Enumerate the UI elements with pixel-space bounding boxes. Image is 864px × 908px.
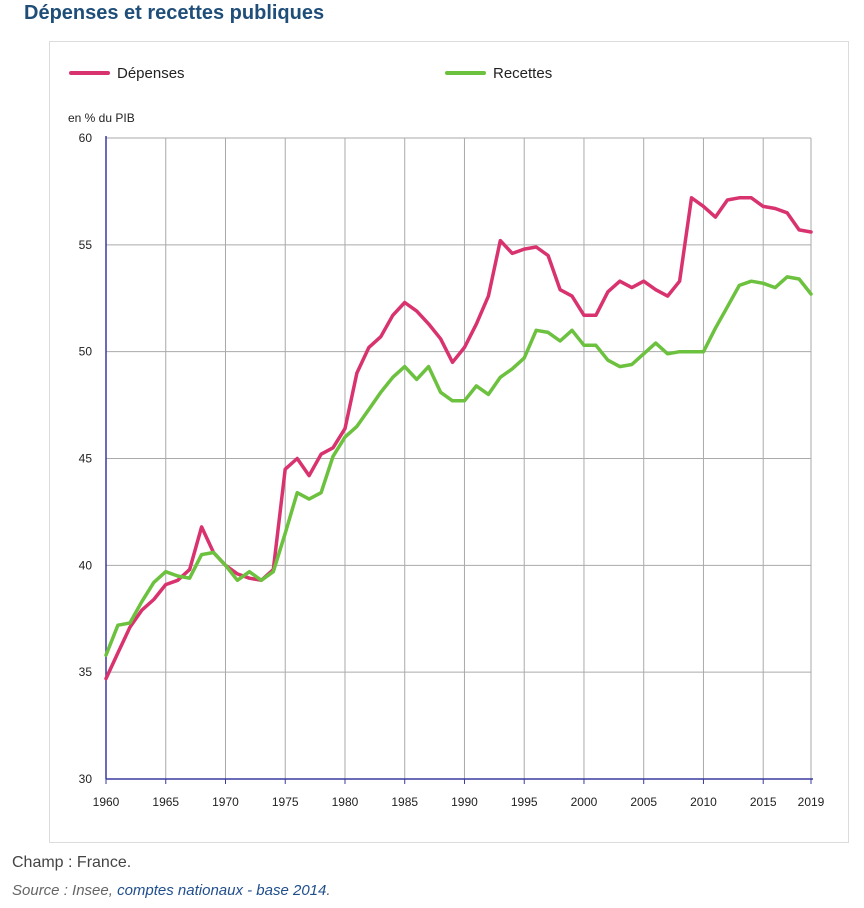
x-tick-label: 1960 [93,795,120,809]
x-tick-label: 2019 [798,795,825,809]
x-tick-labels: 1960 1965 1970 1975 1980 1985 1990 1995 2000 2005… [93,795,825,809]
chart-panel [49,41,849,843]
y-tick-label: 40 [79,558,93,572]
y-tick-label: 60 [79,131,93,145]
x-tick-label: 1965 [152,795,179,809]
y-tick-label: 35 [79,665,93,679]
legend-label-depenses[interactable]: Dépenses [117,65,185,82]
scope-note: Champ : France. [12,854,132,871]
source-link[interactable]: comptes nationaux - base 2014 [117,882,327,899]
y-tick-label: 30 [79,772,93,786]
gridlines [106,137,812,779]
y-tick-label: 45 [79,452,93,466]
series-line-depenses [104,196,813,681]
x-tick-label: 1985 [391,795,418,809]
series-line-recettes [104,275,813,657]
legend-label-recettes[interactable]: Recettes [493,65,552,82]
x-tick-label: 1980 [332,795,359,809]
y-tick-labels: 30 35 40 45 50 55 60 [79,131,93,786]
axes [105,136,813,784]
x-tick-label: 1990 [451,795,478,809]
x-tick-label: 2000 [571,795,598,809]
x-tick-label: 1975 [272,795,299,809]
page-title: Dépenses et recettes publiques [24,2,325,24]
x-tick-label: 2010 [690,795,717,809]
source-note: Source : Insee, comptes nationaux - base… [12,882,331,899]
source-prefix: Source : Insee, [12,882,118,899]
y-tick-label: 55 [79,238,93,252]
source-suffix: . [326,882,331,899]
series-lines [104,196,813,681]
legend: Dépenses Recettes [69,65,552,82]
x-tick-label: 1995 [511,795,538,809]
x-tick-label: 2005 [630,795,657,809]
x-tick-label: 1970 [212,795,239,809]
y-axis-label: en % du PIB [68,111,135,125]
y-tick-label: 50 [79,345,93,359]
x-tick-label: 2015 [750,795,777,809]
